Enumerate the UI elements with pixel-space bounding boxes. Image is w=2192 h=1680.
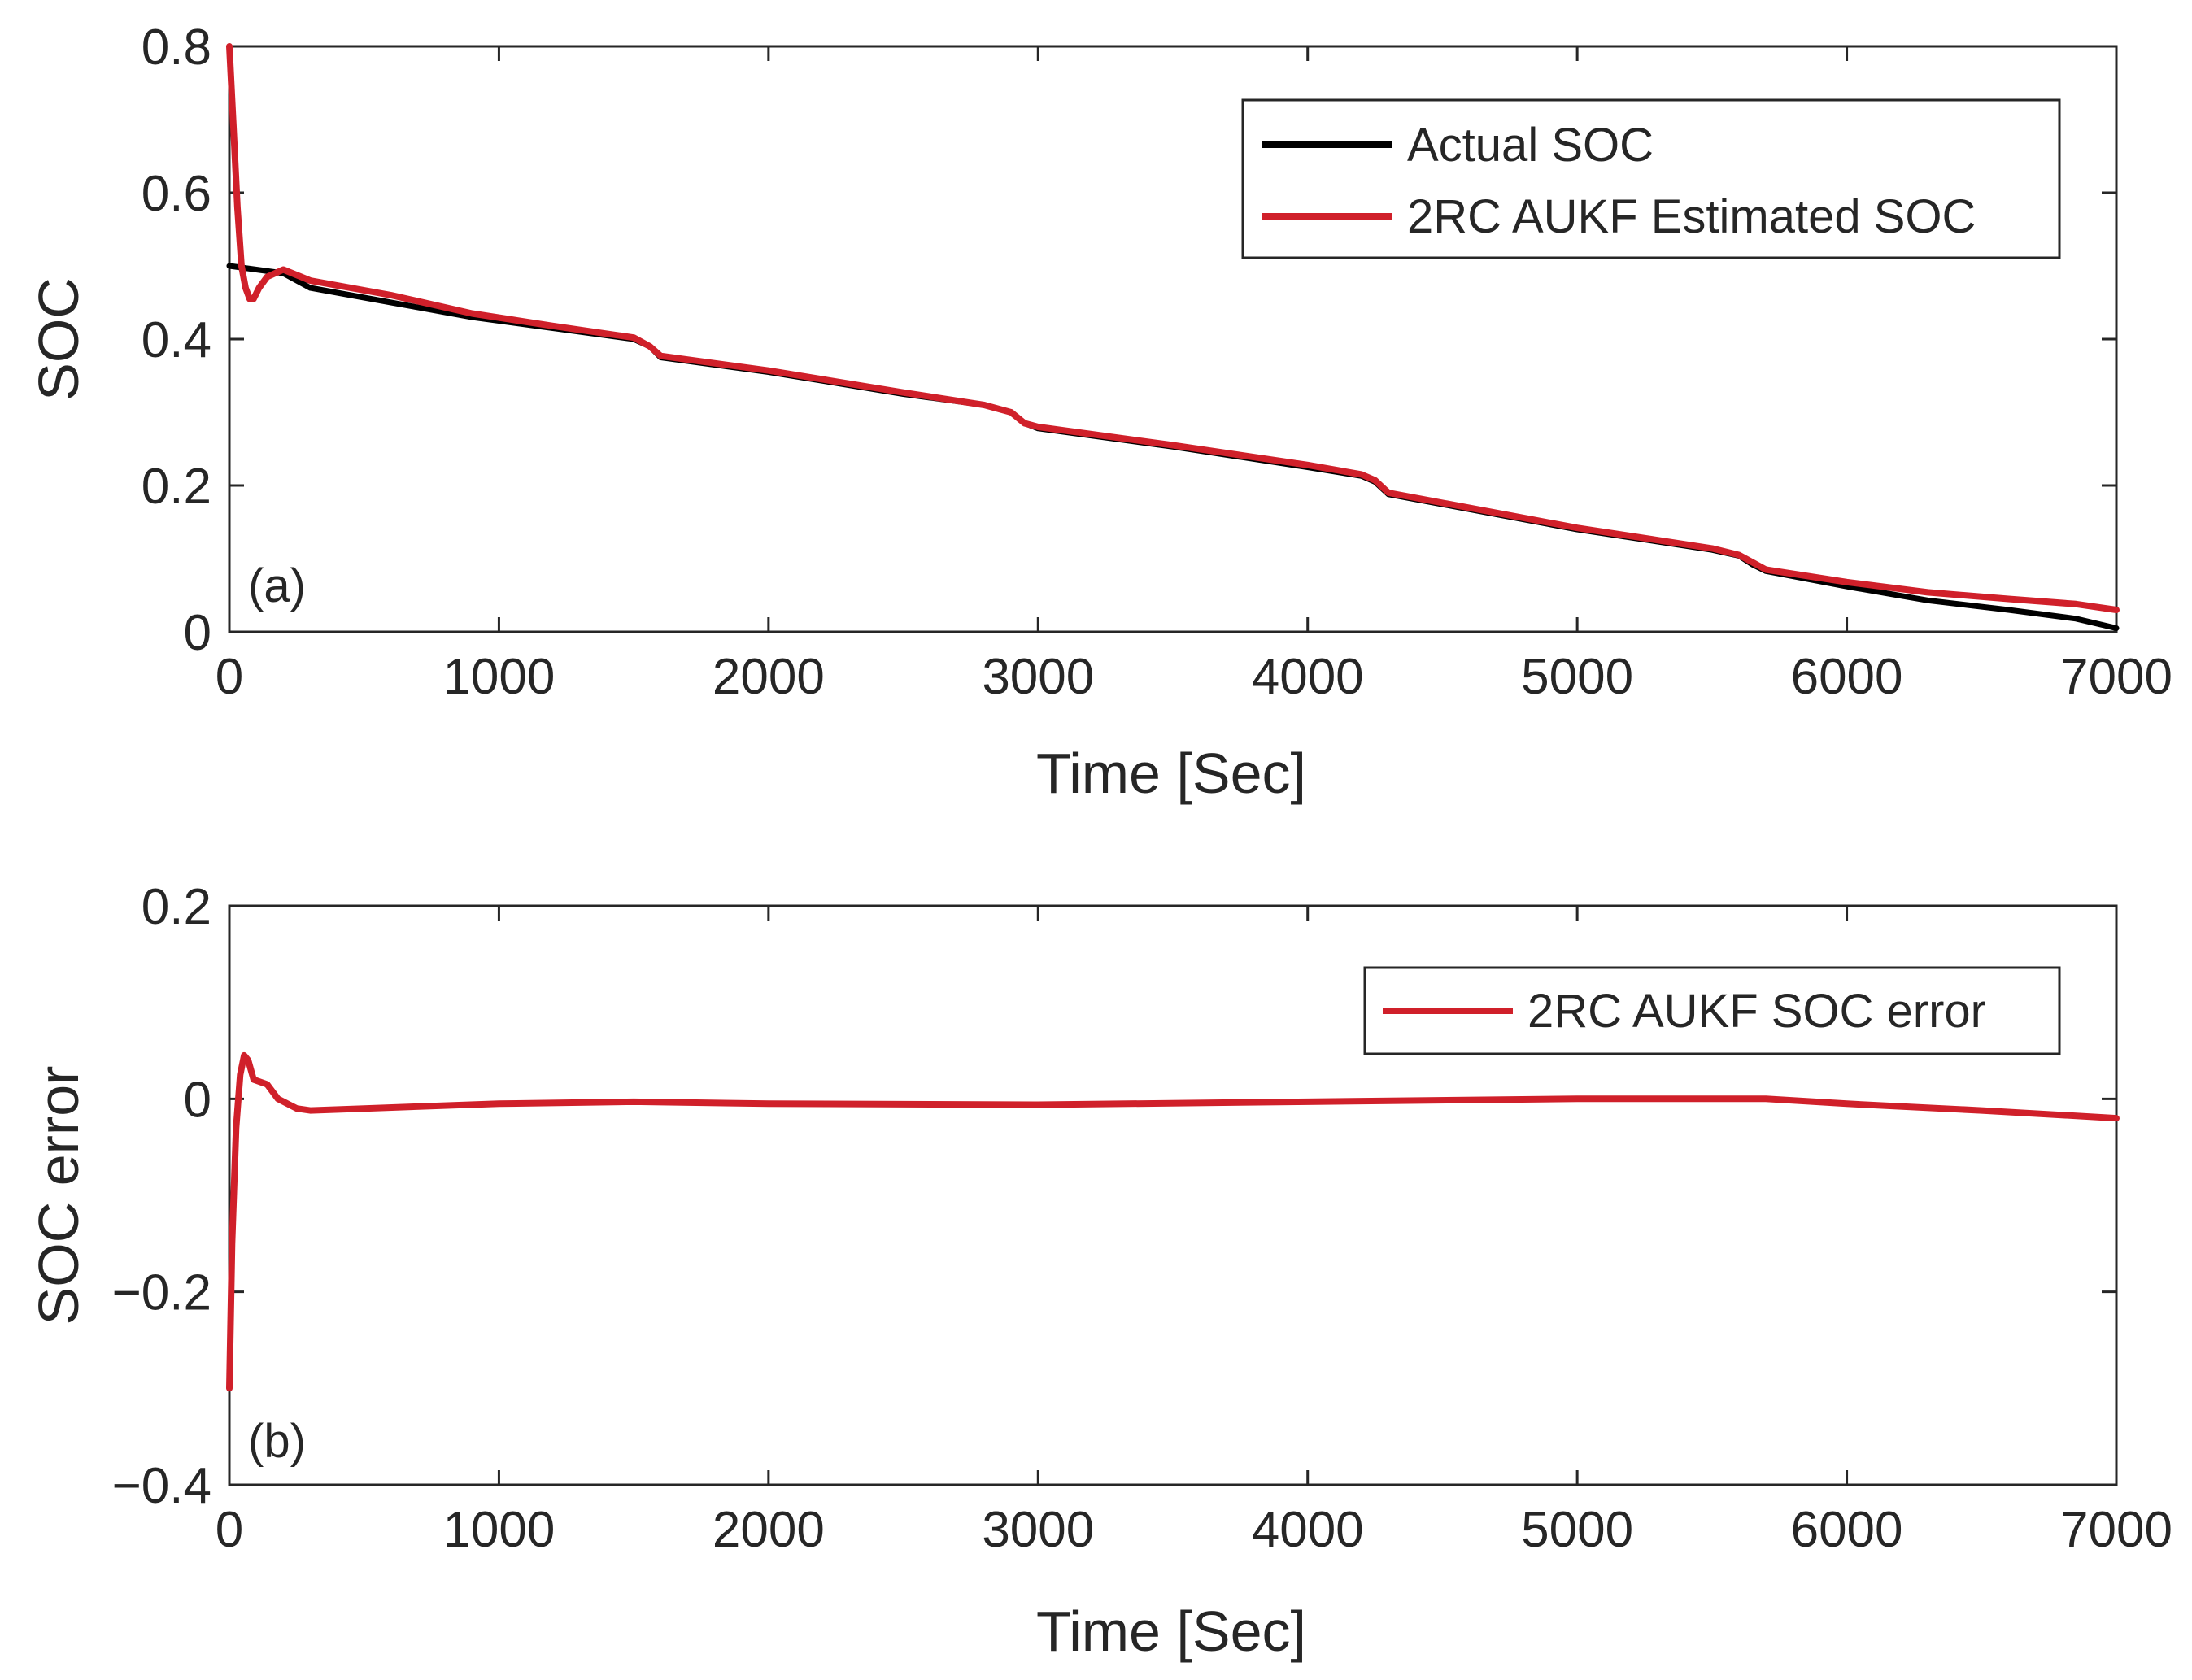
soc-error-y-axis-label: SOC error — [27, 1066, 90, 1325]
soc-y-tick-label: 0.8 — [142, 20, 211, 76]
soc-error-y-tick-label: 0 — [184, 1072, 211, 1128]
soc-error-x-tick-label: 4000 — [1252, 1502, 1364, 1558]
soc-error-x-tick-label: 3000 — [982, 1502, 1094, 1558]
soc-error-x-tick-label: 1000 — [442, 1502, 555, 1558]
soc-y-axis-label: SOC — [27, 277, 90, 401]
soc-x-tick-label: 4000 — [1252, 649, 1364, 705]
soc-error-series-group — [226, 1051, 2120, 1392]
soc-error-legend: 2RC AUKF SOC error — [1363, 966, 2061, 1055]
soc-x-axis-label: Time [Sec] — [1036, 742, 1306, 805]
soc-error-x-tick-label: 6000 — [1791, 1502, 1903, 1558]
soc-error-y-tick-label: −0.2 — [112, 1265, 211, 1321]
panel-label-a: (a) — [248, 559, 306, 612]
soc-error-axis-ticks: 0 1000 2000 3000 4000 5000 6000 7000 −0.4 −0.2 0 0.… — [112, 879, 2172, 1558]
soc-legend: Actual SOC 2RC AUKF Estimated SOC — [1241, 98, 2061, 259]
soc-series-line-2 — [226, 43, 2120, 613]
soc-y-tick-label: 0.4 — [142, 312, 211, 368]
soc-series-group — [226, 43, 2120, 631]
soc-error-plot-area — [228, 904, 2118, 1486]
legend-label-actual-soc: Actual SOC — [1407, 119, 1654, 172]
soc-error-series-line-1 — [226, 1051, 2120, 1392]
soc-error-x-tick-label: 7000 — [2060, 1502, 2172, 1558]
soc-y-tick-label: 0 — [184, 605, 211, 661]
soc-error-y-tick-label: 0.2 — [142, 879, 211, 935]
soc-error-x-axis-label: Time [Sec] — [1036, 1599, 1306, 1663]
soc-error-x-tick-label: 0 — [216, 1502, 243, 1558]
soc-x-tick-label: 7000 — [2060, 649, 2172, 705]
soc-axis-ticks: 0 1000 2000 3000 4000 5000 6000 7000 0 0.2 0.4 0.6 0… — [142, 20, 2172, 705]
soc-x-tick-label: 3000 — [982, 649, 1094, 705]
soc-legend-box — [1241, 98, 2061, 259]
soc-x-tick-label: 2000 — [713, 649, 825, 705]
soc-error-x-tick-label: 2000 — [713, 1502, 825, 1558]
soc-error-y-tick-label: −0.4 — [112, 1458, 211, 1514]
legend-label-soc-error: 2RC AUKF SOC error — [1527, 985, 1986, 1038]
soc-y-tick-label: 0.6 — [142, 166, 211, 222]
soc-x-tick-label: 1000 — [442, 649, 555, 705]
soc-chart-panel: 0 1000 2000 3000 4000 5000 6000 7000 0 0.2 0.4 0.6 0… — [27, 20, 2172, 805]
soc-error-chart-panel: 0 1000 2000 3000 4000 5000 6000 7000 −0.4 −0.2 0 0.… — [27, 879, 2172, 1663]
soc-x-tick-label: 0 — [216, 649, 243, 705]
soc-x-tick-label: 5000 — [1521, 649, 1633, 705]
legend-label-estimated-soc: 2RC AUKF Estimated SOC — [1407, 190, 1976, 243]
soc-error-x-tick-label: 5000 — [1521, 1502, 1633, 1558]
panel-label-b: (b) — [248, 1415, 306, 1468]
soc-x-tick-label: 6000 — [1791, 649, 1903, 705]
soc-y-tick-label: 0.2 — [142, 459, 211, 515]
